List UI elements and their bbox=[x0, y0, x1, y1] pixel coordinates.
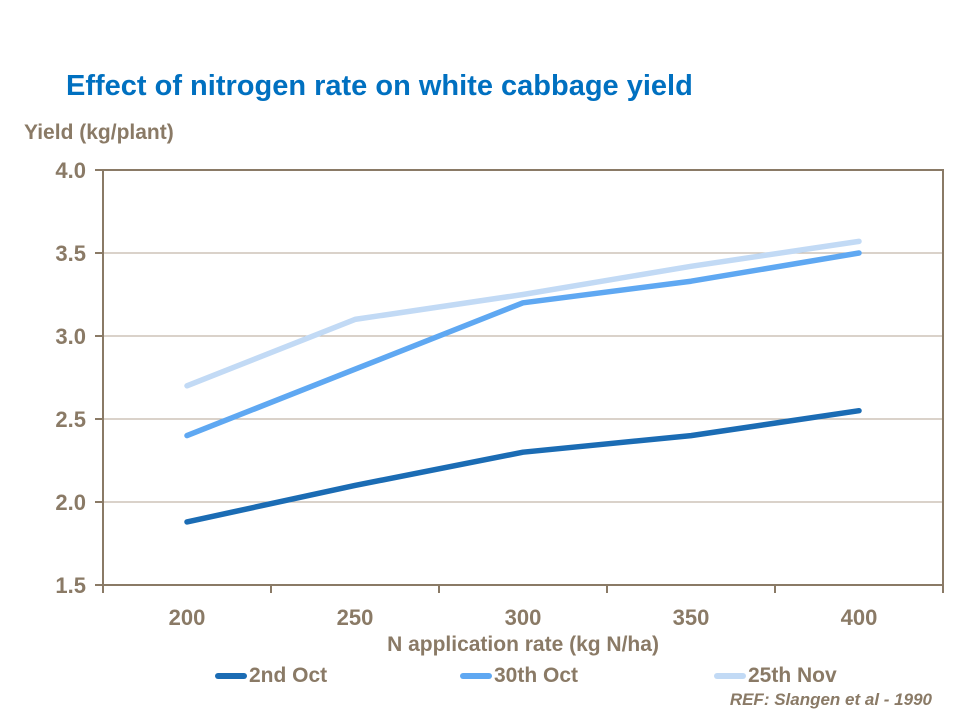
legend-swatch bbox=[714, 673, 746, 679]
x-tick-label: 400 bbox=[841, 605, 878, 630]
x-tick-label: 250 bbox=[337, 605, 374, 630]
legend-item-2nd-oct: 2nd Oct bbox=[215, 662, 327, 690]
x-tick-label: 350 bbox=[673, 605, 710, 630]
y-tick-label: 3.5 bbox=[55, 241, 86, 266]
x-tick-label: 200 bbox=[169, 605, 206, 630]
chart-title: Effect of nitrogen rate on white cabbage… bbox=[66, 70, 693, 102]
x-tick-label: 300 bbox=[505, 605, 542, 630]
reference-citation: REF: Slangen et al - 1990 bbox=[729, 690, 932, 709]
y-tick-label: 2.5 bbox=[55, 407, 86, 432]
series-line-30th-oct bbox=[184, 250, 862, 439]
legend-label: 25th Nov bbox=[748, 664, 837, 687]
series-line-2nd-oct bbox=[184, 407, 862, 525]
y-tick-label: 3.0 bbox=[55, 324, 86, 349]
y-tick-label: 4.0 bbox=[55, 158, 86, 183]
legend-label: 2nd Oct bbox=[249, 664, 328, 687]
y-tick-label: 1.5 bbox=[55, 573, 86, 598]
legend-swatch bbox=[460, 673, 492, 679]
legend-label: 30th Oct bbox=[494, 664, 579, 687]
legend-swatch bbox=[215, 673, 247, 679]
plot-border bbox=[102, 169, 944, 586]
y-tick-label: 2.0 bbox=[55, 490, 86, 515]
x-axis-title: N application rate (kg N/ha) bbox=[387, 633, 659, 656]
y-axis-title: Yield (kg/plant) bbox=[24, 121, 174, 144]
series-line-25th-nov bbox=[184, 238, 862, 389]
chart-legend: 2nd Oct 30th Oct 25th Nov bbox=[0, 662, 960, 690]
legend-item-30th-oct: 30th Oct bbox=[460, 662, 578, 690]
legend-item-25th-nov: 25th Nov bbox=[714, 662, 837, 690]
